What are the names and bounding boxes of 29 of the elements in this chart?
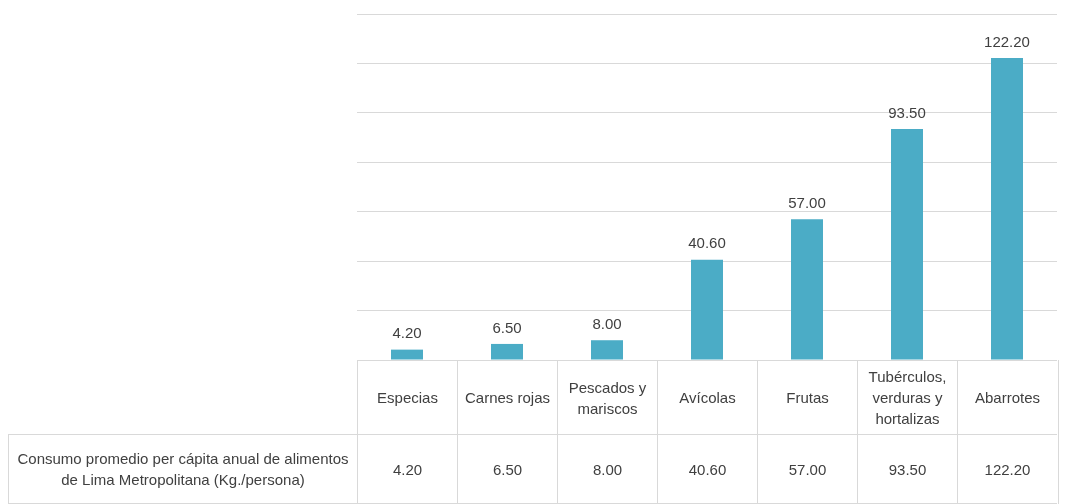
data-label: 6.50	[457, 434, 557, 504]
x-tick-label: Abarrotes	[974, 388, 1041, 408]
data-label: 40.60	[657, 434, 757, 504]
x-tick-label: Especias	[377, 388, 438, 408]
x-tick-label: Tubérculos, verduras y hortalizas	[867, 367, 948, 429]
data-label: 93.50	[857, 434, 957, 504]
text: 93.50	[888, 103, 926, 121]
bar	[791, 219, 823, 360]
text: 122.20	[984, 32, 1030, 50]
x-tick-label: Pescados y mariscos	[567, 377, 648, 419]
text: 8.00	[592, 314, 622, 332]
bar	[591, 340, 623, 360]
text: 57.00	[788, 193, 826, 211]
text: 6.50	[492, 318, 522, 336]
text: 40.60	[688, 234, 726, 252]
x-tick-label: Carnes rojas	[464, 388, 551, 408]
bar	[891, 128, 923, 360]
bar	[991, 57, 1023, 360]
data-label: 4.20	[357, 434, 457, 504]
data-label: 8.00	[557, 434, 657, 504]
text: Consumo promedio per cápita anual de alimentos de Lima Metropolitana (Kg./persona)	[16, 449, 350, 490]
bar	[691, 259, 723, 360]
x-tick-label: Avícolas	[679, 388, 736, 408]
data-label: 122.20	[957, 434, 1057, 504]
x-tick-label: Frutas	[786, 388, 829, 408]
text: 4.20	[392, 324, 422, 342]
data-label: 57.00	[757, 434, 857, 504]
bar	[391, 349, 423, 360]
bar	[491, 343, 523, 360]
